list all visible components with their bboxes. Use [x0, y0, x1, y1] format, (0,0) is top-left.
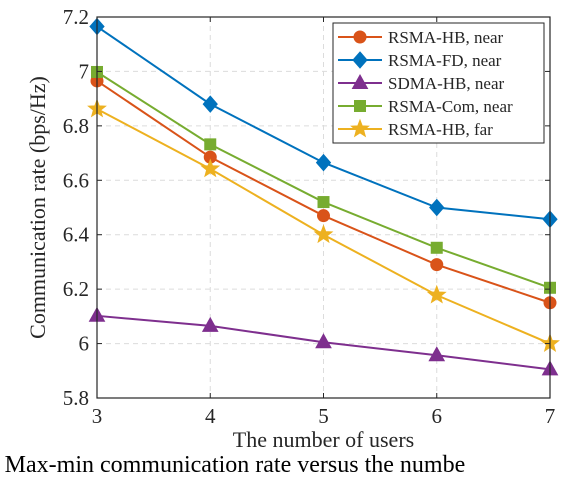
data-point [202, 95, 218, 113]
legend-label: RSMA-HB, far [388, 120, 493, 139]
x-axis-label: The number of users [233, 427, 414, 452]
data-point [315, 153, 332, 172]
data-point [201, 316, 219, 332]
legend-label: SDMA-HB, near [388, 74, 504, 93]
series-lines [87, 17, 560, 376]
data-point [315, 333, 332, 349]
data-point [204, 138, 217, 151]
legend-item: RSMA-HB, far [338, 118, 493, 139]
legend-marker [353, 30, 367, 44]
y-tick-label: 6 [79, 332, 90, 356]
data-point [429, 198, 445, 217]
ticks [96, 16, 551, 399]
figure-caption: 4: Max-min communication rate versus the… [0, 452, 466, 478]
legend-marker [351, 73, 369, 89]
legend-label: RSMA-FD, near [388, 51, 502, 70]
legend-label: RSMA-HB, near [388, 28, 504, 47]
legend-label: RSMA-Com, near [388, 97, 513, 116]
x-tick-label: 3 [92, 404, 103, 428]
y-tick-label: 6.8 [63, 114, 89, 138]
data-point [317, 196, 330, 209]
legend-item: RSMA-Com, near [338, 97, 513, 116]
series-2 [88, 306, 559, 376]
x-tick-label: 5 [318, 404, 329, 428]
y-tick-label: 5.8 [63, 386, 89, 410]
data-point [430, 258, 444, 272]
series-1 [89, 17, 558, 228]
data-point [200, 158, 221, 178]
y-axis-label: Communication rate (bps/Hz) [25, 76, 50, 339]
y-tick-label: 6.6 [63, 168, 89, 192]
x-tick-label: 4 [205, 404, 216, 428]
legend: RSMA-HB, near RSMA-FD, near SDMA-HB, near R… [332, 22, 545, 144]
x-tick-label: 7 [545, 404, 556, 428]
legend-item: RSMA-HB, near [338, 28, 504, 47]
legend-item: RSMA-FD, near [338, 51, 502, 70]
data-point [313, 224, 334, 244]
data-point [430, 241, 443, 254]
legend-marker [354, 100, 366, 112]
x-tick-label: 6 [432, 404, 443, 428]
legend-item: SDMA-HB, near [338, 73, 504, 93]
tick-labels: 3 4 5 6 7 5.8 6 6.2 6.4 6.6 6.8 7 7.2 [63, 5, 556, 428]
data-point [428, 346, 446, 362]
y-tick-label: 7.2 [63, 5, 89, 29]
legend-marker [352, 51, 368, 69]
y-tick-label: 6.4 [63, 223, 90, 247]
legend-marker [350, 118, 370, 138]
y-tick-label: 7 [79, 59, 90, 83]
y-tick-label: 6.2 [63, 277, 89, 301]
data-point [317, 209, 330, 223]
data-point [426, 284, 447, 304]
